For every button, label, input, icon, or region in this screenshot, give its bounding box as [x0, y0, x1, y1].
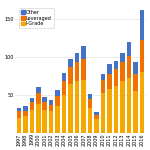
Bar [127, 78, 131, 133]
Legend: Other, Leveraged, I-Grade: Other, Leveraged, I-Grade [19, 8, 54, 28]
Bar [120, 81, 125, 133]
Bar [94, 119, 99, 133]
Bar [94, 114, 99, 119]
Bar [88, 99, 92, 108]
Bar [56, 90, 60, 96]
Bar [16, 111, 21, 117]
Bar [30, 110, 34, 133]
Bar [30, 98, 34, 102]
Bar [42, 102, 47, 110]
Bar [36, 93, 40, 104]
Bar [107, 74, 112, 89]
Bar [30, 102, 34, 110]
Bar [133, 91, 138, 133]
Bar [75, 52, 79, 62]
Bar [62, 73, 66, 81]
Bar [81, 59, 86, 80]
Bar [133, 74, 138, 91]
Bar [49, 105, 54, 111]
Bar [36, 87, 40, 93]
Bar [101, 93, 105, 133]
Bar [140, 72, 144, 133]
Bar [56, 106, 60, 133]
Bar [49, 100, 54, 105]
Bar [23, 106, 28, 111]
Bar [127, 56, 131, 78]
Bar [81, 80, 86, 133]
Bar [120, 52, 125, 62]
Bar [107, 89, 112, 133]
Bar [23, 116, 28, 133]
Bar [62, 81, 66, 95]
Bar [16, 108, 21, 111]
Bar [68, 67, 73, 84]
Bar [88, 94, 92, 99]
Bar [75, 62, 79, 81]
Bar [42, 110, 47, 133]
Bar [81, 46, 86, 59]
Bar [133, 62, 138, 74]
Bar [62, 95, 66, 133]
Bar [36, 104, 40, 133]
Bar [120, 62, 125, 81]
Bar [16, 117, 21, 133]
Bar [127, 42, 131, 56]
Bar [114, 61, 118, 69]
Bar [23, 111, 28, 116]
Bar [114, 69, 118, 86]
Bar [49, 111, 54, 133]
Bar [101, 81, 105, 93]
Bar [68, 84, 73, 133]
Bar [42, 97, 47, 102]
Bar [140, 10, 144, 40]
Bar [140, 40, 144, 72]
Bar [56, 96, 60, 106]
Bar [101, 74, 105, 81]
Bar [94, 112, 99, 114]
Bar [114, 86, 118, 133]
Bar [75, 81, 79, 133]
Bar [88, 108, 92, 133]
Bar [107, 64, 112, 74]
Bar [68, 59, 73, 67]
